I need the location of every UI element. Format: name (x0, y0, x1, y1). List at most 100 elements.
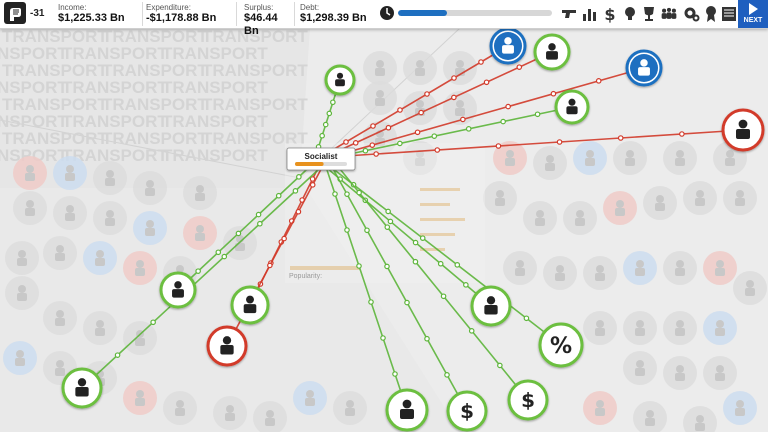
background-policy-icon[interactable] (583, 256, 617, 290)
wealth-tax-icon[interactable]: $ (507, 379, 549, 421)
background-policy-icon[interactable] (93, 161, 127, 195)
background-policy-icon[interactable] (633, 401, 667, 432)
policy-nodes: % $ $ (61, 28, 765, 432)
bar-chart-icon[interactable] (581, 4, 599, 24)
state-housing-icon[interactable] (324, 64, 356, 96)
background-policy-icon[interactable] (623, 351, 657, 385)
equal-rights-icon[interactable] (489, 28, 527, 65)
expenditure-stat[interactable]: Expenditure: -$1,178.88 Bn (144, 2, 237, 26)
education-icon[interactable] (230, 285, 270, 325)
background-policy-icon[interactable] (723, 391, 757, 425)
background-policy-icon[interactable] (483, 181, 517, 215)
background-policy-icon[interactable] (93, 201, 127, 235)
background-policy-icon[interactable] (293, 381, 327, 415)
background-policy-icon[interactable] (703, 356, 737, 390)
background-policy-icon[interactable] (603, 191, 637, 225)
approval-rating[interactable]: -31 (4, 2, 48, 26)
background-policy-icon[interactable] (213, 396, 247, 430)
income-stat[interactable]: Income: $1,225.33 Bn (58, 2, 143, 26)
background-policy-icon[interactable] (643, 186, 677, 220)
law-and-order-icon[interactable] (159, 271, 197, 309)
background-policy-icon[interactable] (623, 311, 657, 345)
background-policy-icon[interactable] (253, 401, 287, 432)
background-policy-icon[interactable] (703, 311, 737, 345)
expenditure-label: Expenditure: (146, 3, 191, 12)
background-policy-icon[interactable] (53, 156, 87, 190)
background-policy-icon[interactable] (703, 251, 737, 285)
background-policy-icon[interactable] (123, 321, 157, 355)
background-policy-icon[interactable] (163, 391, 197, 425)
background-policy-icon[interactable] (363, 81, 397, 115)
background-policy-icon[interactable] (723, 181, 757, 215)
lightbulb-icon[interactable] (621, 4, 639, 24)
background-policy-icon[interactable] (133, 171, 167, 205)
background-policy-icon[interactable] (543, 256, 577, 290)
background-policy-icon[interactable] (403, 51, 437, 85)
background-policy-icon[interactable] (523, 201, 557, 235)
labor-union-icon[interactable] (533, 33, 571, 71)
background-policy-icon[interactable] (493, 141, 527, 175)
pistol-icon[interactable] (560, 4, 578, 24)
background-policy-icon[interactable] (683, 406, 717, 432)
corporate-hierarchy-icon[interactable] (470, 285, 512, 327)
background-policy-icon[interactable] (183, 176, 217, 210)
property-tax-icon-glyph: $ (460, 399, 474, 423)
background-policy-icon[interactable] (613, 141, 647, 175)
background-policy-icon[interactable] (43, 236, 77, 270)
property-tax-icon[interactable]: $ (446, 390, 488, 432)
background-policy-icon[interactable] (13, 156, 47, 190)
newspaper-icon[interactable] (720, 4, 738, 24)
policy-link (314, 129, 744, 159)
background-policy-icon[interactable] (83, 241, 117, 275)
background-policy-icon[interactable] (623, 251, 657, 285)
homeless-shelter-icon[interactable] (554, 89, 590, 125)
background-policy-icon[interactable] (503, 251, 537, 285)
background-policy-icon[interactable] (13, 191, 47, 225)
healthcare-icon[interactable] (61, 367, 103, 409)
debt-stat[interactable]: Debt: $1,298.39 Bn (300, 2, 374, 26)
background-policy-icon[interactable] (663, 311, 697, 345)
people-icon[interactable] (660, 4, 678, 24)
background-policy-icon[interactable] (403, 141, 437, 175)
dollar-icon[interactable]: $ (601, 4, 619, 24)
background-policy-icon[interactable] (123, 251, 157, 285)
policy-link (177, 157, 320, 291)
surplus-stat[interactable]: Surplus: $46.44 Bn (244, 2, 295, 37)
higher-education-icon[interactable] (206, 325, 248, 367)
background-policy-icon[interactable] (663, 251, 697, 285)
background-policy-icon[interactable] (583, 311, 617, 345)
background-policy-icon[interactable] (563, 201, 597, 235)
background-policy-icon[interactable] (733, 271, 767, 305)
rosette-icon[interactable] (702, 4, 720, 24)
category-watermark-text: TRANSPORT (2, 95, 108, 114)
background-policy-icon[interactable] (123, 381, 157, 415)
background-policy-icon[interactable] (53, 196, 87, 230)
background-policy-icon[interactable] (133, 211, 167, 245)
socialist-label-box[interactable]: Socialist (286, 147, 356, 171)
background-policy-icon[interactable] (443, 51, 477, 85)
background-policy-icon[interactable] (5, 276, 39, 310)
background-policy-icon[interactable] (683, 181, 717, 215)
background-policy-icon[interactable] (533, 146, 567, 180)
background-policy-icon[interactable] (663, 141, 697, 175)
public-works-icon[interactable] (721, 108, 765, 152)
background-policy-icon[interactable] (3, 341, 37, 375)
no-money-icon[interactable] (625, 49, 663, 87)
percent-tax-icon[interactable]: % (538, 322, 584, 368)
background-policy-icon[interactable] (333, 391, 367, 425)
background-policy-icon[interactable] (363, 51, 397, 85)
background-policy-icon[interactable] (663, 356, 697, 390)
background-policy-icon[interactable] (43, 301, 77, 335)
background-policy-icon[interactable] (5, 241, 39, 275)
gears-icon[interactable] (683, 4, 701, 24)
background-policy-icon[interactable] (573, 141, 607, 175)
employee-icon[interactable] (385, 388, 429, 432)
trophy-icon[interactable] (640, 4, 658, 24)
background-policy-icon[interactable] (443, 91, 477, 125)
next-turn-button[interactable]: NEXT (738, 0, 768, 28)
background-policy-icon[interactable] (583, 391, 617, 425)
percent-tax-icon-glyph: % (550, 334, 572, 359)
surplus-label: Surplus: (244, 3, 274, 12)
background-policy-icon[interactable] (83, 311, 117, 345)
background-policy-icon[interactable] (183, 216, 217, 250)
